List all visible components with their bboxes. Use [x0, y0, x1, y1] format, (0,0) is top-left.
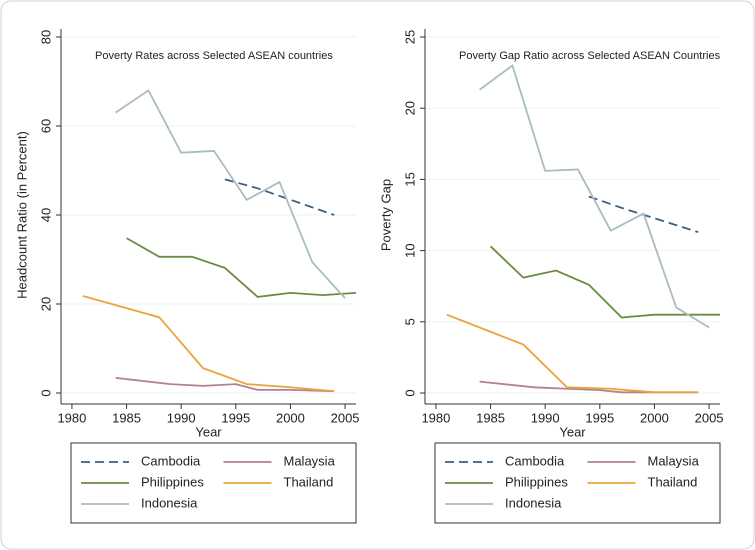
x-tick-label: 1990 [531, 410, 560, 425]
y-tick-label: 20 [402, 101, 417, 115]
series-line [489, 245, 720, 319]
x-axis-label: Year [559, 424, 586, 439]
series-line [479, 64, 710, 329]
plot-area [425, 29, 720, 400]
legend-label: Cambodia [141, 453, 201, 468]
x-tick-label: 2000 [276, 410, 305, 425]
series-line [588, 195, 699, 233]
chart-title: Poverty Rates across Selected ASEAN coun… [95, 50, 333, 62]
y-axis-label: Headcount Ratio (in Percent) [14, 131, 29, 299]
x-tick-label: 1990 [167, 410, 196, 425]
y-axis-label: Poverty Gap [378, 179, 393, 251]
x-tick-label: 1985 [476, 410, 505, 425]
y-tick-label: 10 [402, 243, 417, 257]
y-tick-label: 20 [38, 297, 53, 311]
y-tick-label: 80 [38, 30, 53, 44]
legend-label: Malaysia [284, 453, 336, 468]
y-tick-label: 0 [402, 389, 417, 396]
legend-label: Indonesia [141, 495, 198, 510]
x-tick-label: 1980 [57, 410, 86, 425]
legend-label: Cambodia [505, 453, 565, 468]
y-tick-label: 25 [402, 30, 417, 44]
legend-label: Thailand [648, 474, 698, 489]
legend-label: Thailand [284, 474, 334, 489]
series-line [224, 178, 335, 216]
series-line [115, 89, 346, 299]
x-tick-label: 2000 [640, 410, 669, 425]
y-tick-label: 40 [38, 208, 53, 222]
legend-label: Malaysia [648, 453, 700, 468]
series-line [82, 295, 335, 393]
x-axis-label: Year [195, 424, 222, 439]
x-tick-label: 1995 [585, 410, 614, 425]
legend-label: Philippines [141, 474, 204, 489]
legend-label: Indonesia [505, 495, 562, 510]
series-line [115, 376, 335, 393]
series-line [446, 313, 699, 394]
y-tick-label: 5 [402, 318, 417, 325]
x-tick-label: 2005 [695, 410, 724, 425]
x-tick-label: 1980 [421, 410, 450, 425]
legend-label: Philippines [505, 474, 568, 489]
y-tick-label: 60 [38, 119, 53, 133]
series-line [126, 237, 357, 298]
x-tick-label: 2005 [331, 410, 360, 425]
x-tick-label: 1995 [221, 410, 250, 425]
chart-title: Poverty Gap Ratio across Selected ASEAN … [459, 50, 721, 62]
x-tick-label: 1985 [112, 410, 141, 425]
y-tick-label: 0 [38, 389, 53, 396]
y-tick-label: 15 [402, 172, 417, 186]
